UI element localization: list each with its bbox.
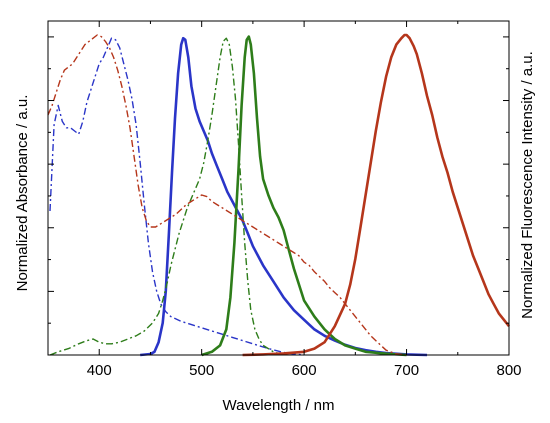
series-line-red-absorbance [47, 34, 407, 356]
y-axis-label-right: Normalized Fluorescence Intensity / a.u. [519, 51, 536, 319]
plot-area [47, 33, 511, 357]
x-axis-label: Wavelength / nm [223, 397, 335, 414]
x-tick-label: 400 [87, 362, 112, 379]
y-axis-label-left: Normalized Absorbance / a.u. [14, 95, 31, 292]
x-tick-label: 600 [292, 362, 317, 379]
x-tick-label: 700 [394, 362, 419, 379]
series-line-blue-fluorescence [140, 36, 428, 357]
plot-frame [47, 20, 510, 356]
series-line-green-fluorescence [201, 35, 407, 357]
series-line-green-absorbance [49, 37, 284, 356]
series-line-blue-absorbance [49, 37, 305, 356]
x-tick-label: 500 [189, 362, 214, 379]
x-tick-label: 800 [496, 362, 521, 379]
series-line-red-fluorescence [242, 33, 511, 357]
axis-ticks: 400 500 600 700 800 [47, 21, 522, 379]
